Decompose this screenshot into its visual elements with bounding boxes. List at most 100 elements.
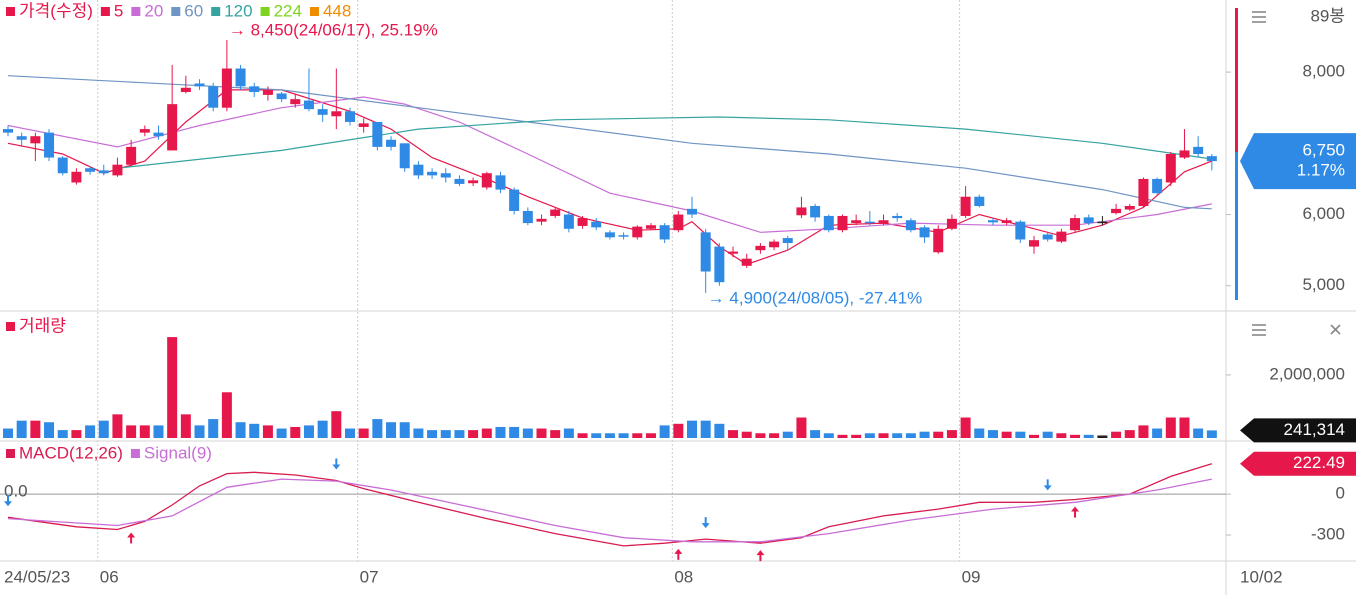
volume-bar (153, 425, 164, 438)
volume-bar (71, 430, 82, 438)
candle-body (372, 121, 383, 147)
volume-bar (536, 428, 547, 438)
legend-label: 가격(수정) (19, 1, 93, 20)
volume-bar (864, 433, 875, 438)
candle-body (946, 218, 957, 229)
candle-body (618, 235, 629, 237)
candle-body (440, 173, 451, 178)
candle-body (509, 189, 520, 211)
next-date-label: 10/02 (1240, 567, 1283, 586)
macd-line (7, 463, 1212, 547)
price-range-bar (1235, 8, 1238, 152)
candle-body (386, 139, 397, 147)
volume-bar (1029, 434, 1039, 438)
volume-bar (290, 426, 301, 438)
candle-body (673, 214, 684, 231)
legend-swatch (6, 449, 15, 458)
macd-line (7, 478, 1212, 543)
x-tick-label: 07 (360, 567, 379, 586)
candle-body (1165, 154, 1176, 183)
candle-body (1124, 205, 1135, 210)
signal-head (1071, 506, 1080, 512)
signal-head (756, 550, 765, 556)
menu-icon[interactable] (1252, 324, 1266, 336)
value-box-label: 222.49 (1293, 453, 1345, 472)
candle-body (919, 227, 930, 238)
signal-head (4, 501, 12, 507)
candle-body (1138, 178, 1149, 206)
volume-bar (112, 414, 123, 438)
legend-label: 224 (274, 1, 302, 20)
volume-bar (235, 422, 246, 438)
candle-body (1083, 217, 1094, 224)
volume-bar (1042, 431, 1053, 438)
candle-body (495, 175, 506, 190)
candle-body (262, 89, 273, 95)
volume-bar (44, 422, 55, 438)
volume-bar (276, 428, 287, 438)
volume-bar (741, 431, 752, 438)
candle-body (331, 111, 342, 117)
candle-body (728, 251, 739, 254)
candle-body (345, 111, 355, 122)
volume-bar (1001, 431, 1012, 438)
volume-bar (810, 430, 821, 438)
volume-bar (57, 430, 68, 438)
volume-bar (427, 430, 438, 438)
legend-label: 60 (184, 1, 203, 20)
candle-body (591, 221, 602, 228)
volume-bar (892, 433, 903, 438)
volume-bar (468, 430, 479, 438)
volume-bar (604, 433, 615, 438)
candle-body (71, 171, 82, 183)
volume-bar (221, 392, 232, 438)
volume-bar (345, 428, 355, 438)
candle-body (1097, 221, 1108, 224)
volume-bar (837, 434, 848, 438)
legend-label: 거래량 (19, 316, 66, 335)
candle-body (604, 232, 615, 238)
zero-label: 0.0 (4, 482, 28, 501)
volume-bar (946, 430, 957, 438)
candle-body (563, 214, 574, 229)
volume-bar (1165, 417, 1176, 438)
legend-swatch (130, 449, 140, 458)
volume-bar (399, 422, 410, 438)
buy-signal (127, 532, 136, 544)
value-box (1240, 418, 1356, 443)
volume-bar (194, 425, 205, 438)
candle-body (3, 129, 13, 133)
volume-bar (919, 431, 930, 438)
candle-body (755, 245, 766, 251)
volume-bar (987, 430, 998, 438)
candle-body (577, 218, 588, 226)
close-icon[interactable] (1330, 324, 1341, 335)
volume-bar (1070, 434, 1081, 438)
value-box-label: 6,750 (1302, 141, 1345, 160)
candle-body (249, 86, 260, 93)
candle-body (221, 68, 232, 108)
volume-bar (317, 420, 328, 438)
volume-bar (30, 420, 41, 438)
price-range-bar (1235, 152, 1238, 300)
legend-swatch (260, 7, 270, 16)
x-tick-label: 08 (674, 567, 693, 586)
volume-bar (1138, 425, 1149, 438)
candle-body (522, 210, 533, 224)
menu-icon[interactable] (1252, 11, 1266, 23)
buy-signal (756, 550, 765, 562)
volume-bar (755, 433, 766, 438)
volume-bar (1206, 430, 1217, 438)
volume-bar (440, 430, 451, 438)
candle-body (194, 83, 205, 87)
volume-bar (16, 420, 27, 438)
candle-body (810, 205, 821, 218)
moving-average-line (117, 116, 1212, 169)
signal-head (1043, 485, 1052, 491)
y-tick-label: 8,000 (1302, 62, 1345, 81)
y-tick-label: 0 (1336, 484, 1345, 503)
candle-body (153, 132, 164, 137)
legend-swatch (211, 7, 221, 16)
volume-bar (1179, 417, 1190, 438)
candle-body (700, 232, 711, 272)
